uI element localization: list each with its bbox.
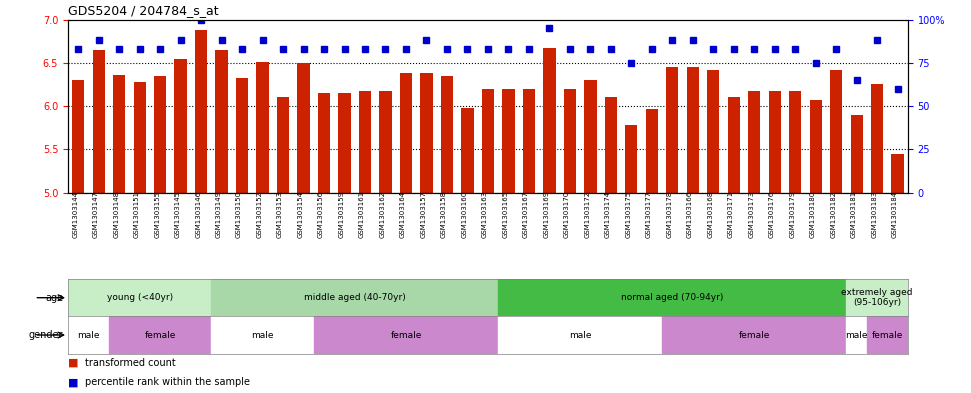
Bar — [851, 115, 863, 193]
Bar — [212, 316, 314, 354]
Bar — [420, 73, 433, 193]
Bar — [662, 316, 847, 354]
Bar — [498, 316, 662, 354]
Text: age: age — [45, 293, 63, 303]
Bar — [502, 89, 515, 193]
Bar — [277, 97, 289, 193]
Bar — [847, 316, 867, 354]
Text: male: male — [78, 331, 100, 340]
Bar — [891, 154, 904, 193]
Bar — [748, 90, 760, 193]
Bar — [847, 279, 908, 316]
Bar — [216, 50, 228, 193]
Bar — [109, 316, 212, 354]
Bar — [92, 50, 105, 193]
Bar — [871, 84, 884, 193]
Bar — [707, 70, 720, 193]
Text: female: female — [145, 331, 176, 340]
Text: ■: ■ — [68, 377, 82, 387]
Bar — [113, 75, 125, 193]
Bar — [585, 80, 596, 193]
Bar — [830, 70, 842, 193]
Bar — [482, 89, 494, 193]
Bar — [441, 76, 453, 193]
Text: ■: ■ — [68, 358, 82, 367]
Bar — [236, 77, 249, 193]
Text: extremely aged
(95-106yr): extremely aged (95-106yr) — [842, 288, 913, 307]
Bar — [359, 92, 371, 193]
Text: young (<40yr): young (<40yr) — [107, 293, 173, 302]
Text: female: female — [739, 331, 770, 340]
Text: percentile rank within the sample: percentile rank within the sample — [85, 377, 251, 387]
Bar — [646, 109, 658, 193]
Bar — [154, 76, 166, 193]
Text: normal aged (70-94yr): normal aged (70-94yr) — [621, 293, 723, 302]
Bar — [318, 93, 330, 193]
Bar — [769, 90, 781, 193]
Bar — [68, 316, 109, 354]
Text: transformed count: transformed count — [85, 358, 176, 367]
Text: GDS5204 / 204784_s_at: GDS5204 / 204784_s_at — [68, 4, 218, 17]
Bar — [72, 80, 84, 193]
Bar — [338, 93, 351, 193]
Bar — [400, 73, 412, 193]
Bar — [686, 67, 699, 193]
Bar — [256, 62, 269, 193]
Bar — [380, 92, 391, 193]
Bar — [867, 316, 908, 354]
Bar — [195, 30, 207, 193]
Bar — [68, 279, 212, 316]
Bar — [666, 67, 679, 193]
Bar — [134, 82, 146, 193]
Text: male: male — [569, 331, 591, 340]
Bar — [810, 100, 821, 193]
Bar — [314, 316, 498, 354]
Bar — [175, 59, 186, 193]
Bar — [543, 48, 555, 193]
Text: male: male — [846, 331, 868, 340]
Bar — [297, 63, 310, 193]
Text: male: male — [251, 331, 274, 340]
Bar — [522, 89, 535, 193]
Bar — [625, 125, 638, 193]
Bar — [605, 97, 617, 193]
Text: female: female — [872, 331, 903, 340]
Bar — [498, 279, 847, 316]
Text: gender: gender — [28, 330, 63, 340]
Text: female: female — [390, 331, 421, 340]
Text: middle aged (40-70yr): middle aged (40-70yr) — [304, 293, 406, 302]
Bar — [789, 90, 801, 193]
Bar — [564, 89, 576, 193]
Bar — [461, 108, 474, 193]
Bar — [727, 97, 740, 193]
Bar — [212, 279, 498, 316]
